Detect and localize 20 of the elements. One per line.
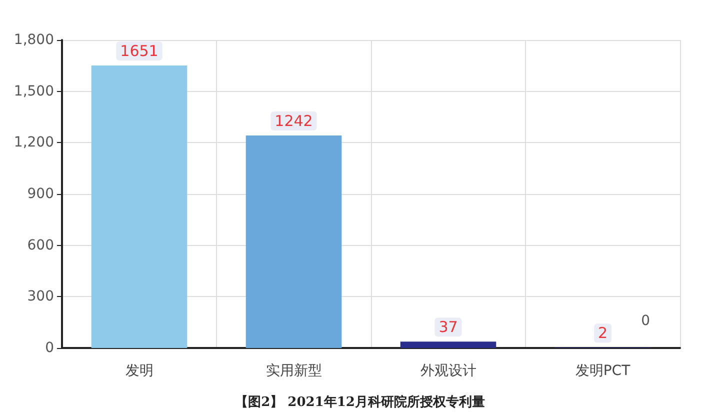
y-tick-label: 900: [27, 186, 54, 202]
data-label: 37: [438, 318, 458, 336]
y-tick-label: 1,500: [14, 83, 54, 100]
x-tick-label: 发明: [125, 363, 154, 379]
data-label: 2: [598, 324, 608, 342]
annotation: 0: [641, 313, 650, 329]
x-tick-label: 实用新型: [266, 363, 322, 379]
bar: [91, 65, 188, 348]
y-tick-label: 300: [27, 288, 54, 305]
y-tick-label: 1,800: [14, 32, 54, 48]
x-tick-label: 发明PCT: [575, 363, 631, 379]
text: 【图2】 2021年12月科研院所授权专利量: [235, 394, 485, 410]
bar: [246, 135, 342, 348]
bar: [400, 342, 496, 348]
y-tick-label: 600: [27, 237, 54, 254]
data-label: 1651: [120, 42, 158, 60]
y-tick-label: 0: [45, 340, 54, 356]
data-label: 1242: [274, 112, 313, 130]
x-tick-label: 外观设计: [420, 363, 476, 379]
y-tick-label: 1,200: [14, 134, 54, 151]
